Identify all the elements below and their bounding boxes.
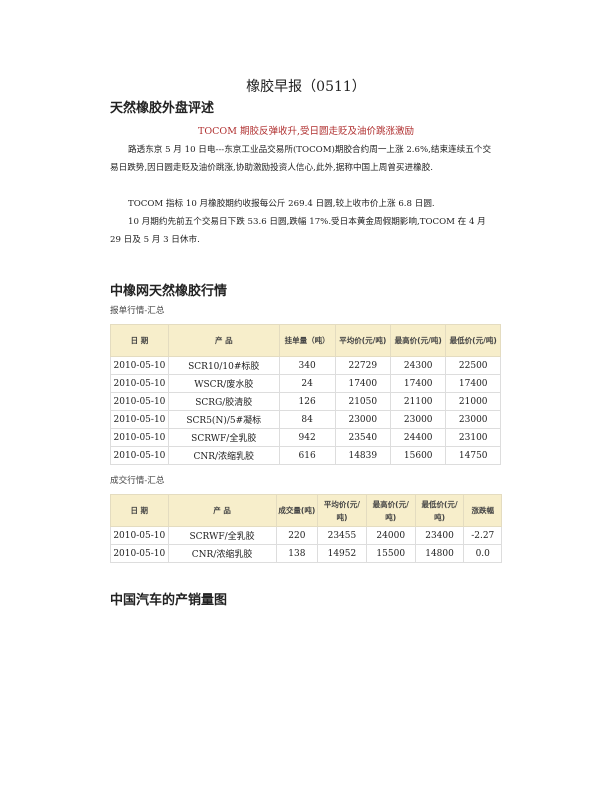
table-cell: 23455 [317,526,367,545]
table-cell: 126 [278,392,336,411]
table-cell: 220 [275,526,319,545]
table-cell: CNR/浓缩乳胶 [167,446,280,465]
table-cell: -2.27 [463,526,502,545]
table-cell: 24000 [365,526,416,545]
paragraph: 10 月期约先前五个交易日下跌 53.6 日圆,跌幅 17%.受日本黄金周假期影… [110,217,486,245]
column-header: 日 期 [110,324,169,357]
table-cell: 14952 [317,544,367,563]
table-row: 2010-05-10 SCRWF/全乳胶 942 23540 24400 23100 [110,428,501,447]
table-cell: 2010-05-10 [110,526,169,545]
table-cell: 22500 [445,356,501,375]
table-cell: 2010-05-10 [110,446,169,465]
table-cell: 14839 [334,446,392,465]
table-row: 2010-05-10 SCR10/10#标胶 340 22729 24300 22500 [110,356,501,375]
table-cell: 340 [278,356,336,375]
page-title: 橡胶早报（0511） [246,79,366,95]
table-cell: 14750 [445,446,501,465]
table-cell: 23000 [445,410,501,429]
table-cell: 2010-05-10 [110,356,169,375]
table-cell: 24300 [389,356,447,375]
table-cell: 2010-05-10 [110,392,169,411]
table-cell: 15600 [389,446,447,465]
table-caption: 成交行情-汇总 [110,476,165,486]
table-cell: SCR10/10#标胶 [167,356,280,375]
table-cell: 21000 [445,392,501,411]
table-row: 2010-05-10 CNR/浓缩乳胶 616 14839 15600 14750 [110,446,501,465]
table-cell: 17400 [445,374,501,393]
table-cell: 2010-05-10 [110,410,169,429]
table-cell: 24400 [389,428,447,447]
column-header: 最低价(元/吨) [445,324,501,357]
table-cell: 21050 [334,392,392,411]
table-cell: 2010-05-10 [110,544,169,563]
table-cell: 23400 [414,526,465,545]
quote-table: 日 期产 品挂单量（吨） 平均价(元/吨) 最高价(元/吨) 最低价(元/吨) 2010… [110,324,501,465]
column-header: 产 品 [167,324,280,357]
table-row: 2010-05-10 WSCR/废水胶 24 17400 17400 17400 [110,374,501,393]
header-row: 日 期产 品成交量(吨) 平均价(元/吨) 最高价(元/吨) 最低价(元/吨) 涨跌幅 [110,494,502,527]
table-cell: 23000 [389,410,447,429]
table-cell: 14800 [414,544,465,563]
column-header: 最高价(元/吨) [389,324,447,357]
table-cell: 21100 [389,392,447,411]
table-caption: 报单行情-汇总 [110,306,165,316]
section-heading-auto: 中国汽车的产销量图 [110,593,228,608]
table-cell: 84 [278,410,336,429]
table-cell: 0.0 [463,544,502,563]
column-header: 产 品 [167,494,277,527]
paragraph: 路透东京 5 月 10 日电---东京工业品交易所(TOCOM)期胶合约周一上涨… [110,145,492,173]
table-cell: 24 [278,374,336,393]
column-header: 涨跌幅 [463,494,502,527]
table-cell: 23540 [334,428,392,447]
table-cell: 138 [275,544,319,563]
table-cell: 2010-05-10 [110,374,169,393]
column-header: 成交量(吨) [275,494,319,527]
section-heading-overseas: 天然橡胶外盘评述 [110,101,215,116]
column-header: 平均价(元/吨) [334,324,392,357]
table-cell: SCRG/胶清胶 [167,392,280,411]
table-row: 2010-05-10 CNR/浓缩乳胶 138 14952 15500 14800 0.0 [110,544,502,563]
column-header: 平均价(元/吨) [317,494,367,527]
trade-table: 日 期产 品成交量(吨) 平均价(元/吨) 最高价(元/吨) 最低价(元/吨) 涨跌幅 2… [110,494,502,563]
table-cell: WSCR/废水胶 [167,374,280,393]
table-cell: 22729 [334,356,392,375]
table-cell: 2010-05-10 [110,428,169,447]
table-row: 2010-05-10 SCR5(N)/5#凝标 84 23000 23000 23000 [110,410,501,429]
table-cell: 23100 [445,428,501,447]
article-subtitle: TOCOM 期胶反弹收升,受日圆走贬及油价跳涨激励 [198,126,414,137]
table-cell: 17400 [334,374,392,393]
table-row: 2010-05-10 SCRWF/全乳胶 220 23455 24000 23400 -2.… [110,526,502,545]
table-cell: SCRWF/全乳胶 [167,428,280,447]
column-header: 最低价(元/吨) [414,494,465,527]
table-cell: 15500 [365,544,416,563]
table-cell: 17400 [389,374,447,393]
table-cell: CNR/浓缩乳胶 [167,544,277,563]
table-cell: SCR5(N)/5#凝标 [167,410,280,429]
header-row: 日 期产 品挂单量（吨） 平均价(元/吨) 最高价(元/吨) 最低价(元/吨) [110,324,501,357]
column-header: 最高价(元/吨) [365,494,416,527]
column-header: 挂单量（吨） [278,324,336,357]
table-cell: SCRWF/全乳胶 [167,526,277,545]
section-heading-market: 中橡网天然橡胶行情 [110,284,228,299]
table-cell: 616 [278,446,336,465]
table-row: 2010-05-10 SCRG/胶清胶 126 21050 21100 21000 [110,392,501,411]
table-cell: 942 [278,428,336,447]
column-header: 日 期 [110,494,169,527]
table-cell: 23000 [334,410,392,429]
paragraph: TOCOM 指标 10 月橡胶期约收报每公斤 269.4 日圆,较上收市价上涨 … [128,199,435,209]
